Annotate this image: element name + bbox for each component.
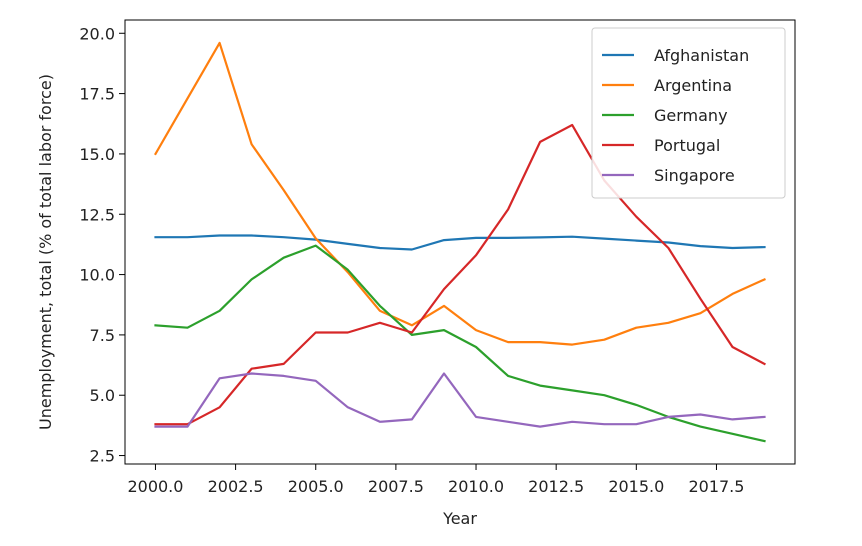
x-tick-label: 2010.0 [448, 477, 504, 496]
series-line-argentina [153, 41, 766, 346]
x-tick-label: 2005.0 [288, 477, 344, 496]
y-axis: 2.5 5.0 7.5 10.0 12.5 15.0 17.5 20.0 [79, 24, 125, 466]
x-axis: 2000.0 2002.5 2005.0 2007.5 2010.0 2012.5 2015… [127, 464, 744, 496]
x-tick-label: 2012.5 [528, 477, 584, 496]
y-tick-label: 12.5 [79, 205, 115, 224]
plot-lines [153, 41, 766, 443]
plot-frame [124, 19, 796, 465]
y-tick-label: 17.5 [79, 85, 115, 104]
y-tick-label: 2.5 [90, 447, 115, 466]
y-tick-label: 5.0 [90, 386, 115, 405]
series-line-portugal [154, 123, 766, 426]
legend-label: Germany [654, 106, 728, 125]
x-tick-label: 2002.5 [208, 477, 264, 496]
x-tick-label: 2015.0 [608, 477, 664, 496]
x-tick-label: 2000.0 [127, 477, 183, 496]
y-tick-label: 10.0 [79, 266, 115, 285]
y-tick-label: 7.5 [90, 326, 115, 345]
legend-label: Portugal [654, 136, 720, 155]
y-tick-label: 15.0 [79, 145, 115, 164]
y-tick-label: 20.0 [79, 24, 115, 43]
x-tick-label: 2017.5 [688, 477, 744, 496]
series-line-singapore [154, 372, 766, 428]
legend: Afghanistan Argentina Germany Portugal Singa… [591, 27, 786, 199]
legend-label: Afghanistan [654, 46, 749, 65]
x-axis-label: Year [442, 509, 477, 528]
legend-label: Argentina [654, 76, 732, 95]
legend-box [591, 27, 786, 199]
y-axis-label: Unemployment, total (% of total labor fo… [36, 74, 55, 430]
series-line-germany [154, 244, 766, 443]
x-tick-label: 2007.5 [368, 477, 424, 496]
legend-label: Singapore [654, 166, 735, 185]
